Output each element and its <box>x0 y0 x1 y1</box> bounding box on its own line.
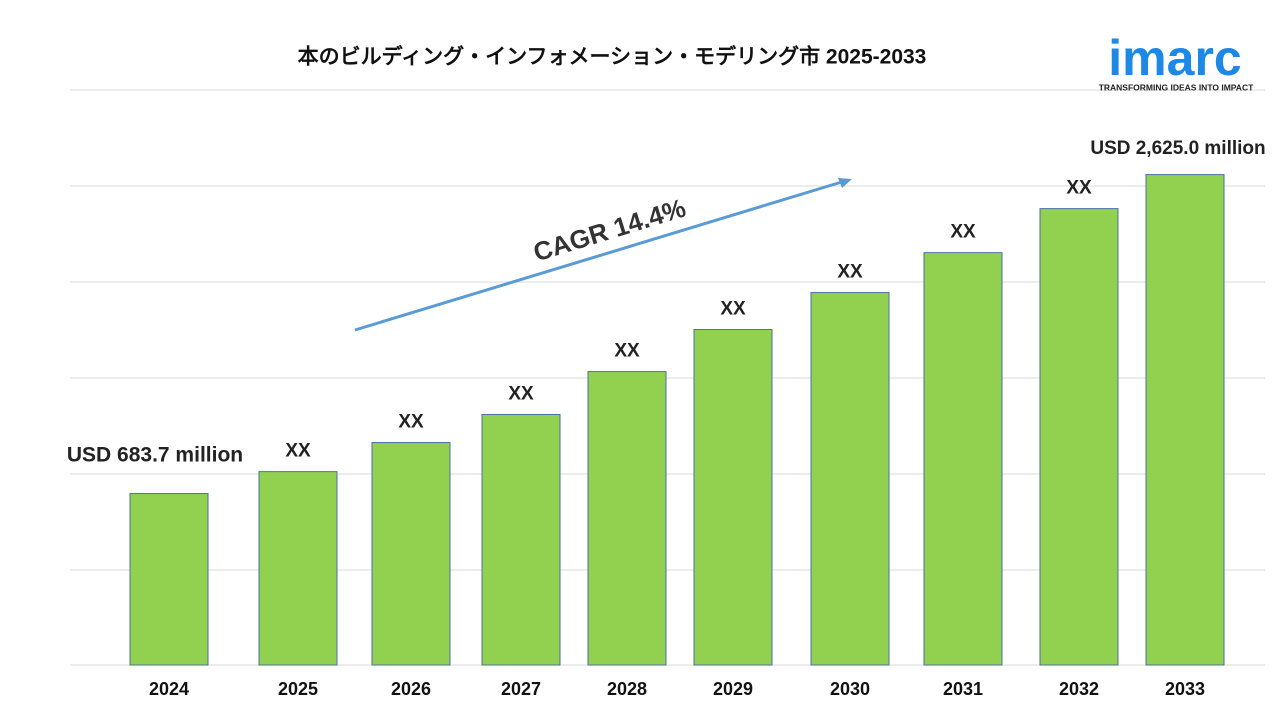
arrow-head <box>838 178 852 188</box>
bar <box>481 413 561 666</box>
x-tick-label: 2033 <box>1165 679 1205 699</box>
bar <box>1145 174 1225 666</box>
cagr-label: CAGR 14.4% <box>530 193 689 268</box>
x-tick-label: 2027 <box>501 679 541 699</box>
value-label: XX <box>614 341 640 362</box>
x-tick-label: 2028 <box>607 679 647 699</box>
bar <box>923 252 1003 666</box>
value-label: XX <box>950 222 976 243</box>
cagr-arrow <box>354 178 852 332</box>
x-tick-label: 2030 <box>830 679 870 699</box>
bar <box>810 292 890 666</box>
bar <box>371 442 451 666</box>
x-tick-label: 2029 <box>713 679 753 699</box>
logo-tagline: TRANSFORMING IDEAS INTO IMPACT <box>1099 82 1254 92</box>
x-tick-label: 2025 <box>278 679 318 699</box>
chart-title: 本のビルディング・インフォメーション・モデリング市 2025-2033 <box>298 45 927 69</box>
arrow-line <box>354 179 846 332</box>
bar <box>693 329 773 666</box>
bar <box>129 493 209 666</box>
value-label: XX <box>720 299 746 320</box>
bar <box>258 471 338 666</box>
x-tick-label: 2032 <box>1059 679 1099 699</box>
bar <box>1039 208 1119 666</box>
value-label: XX <box>508 383 534 404</box>
value-label: USD 2,625.0 million <box>1090 138 1265 159</box>
x-tick-label: 2031 <box>943 679 983 699</box>
value-label: XX <box>398 412 424 433</box>
value-label: USD 683.7 million <box>67 444 243 467</box>
value-label: XX <box>1066 178 1092 199</box>
value-label: XX <box>837 262 863 283</box>
logo: imarc <box>1108 30 1241 86</box>
bar <box>587 371 667 666</box>
x-tick-label: 2024 <box>149 679 189 699</box>
value-label: XX <box>285 441 311 462</box>
x-tick-label: 2026 <box>391 679 431 699</box>
